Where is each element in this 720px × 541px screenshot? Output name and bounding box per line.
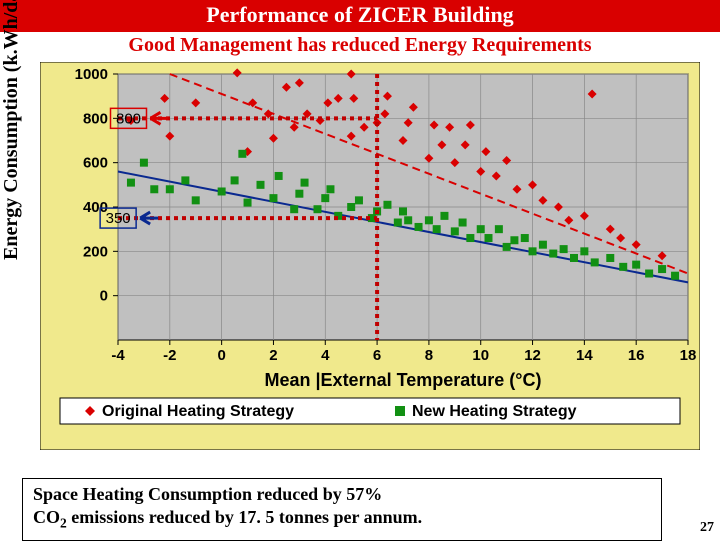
svg-text:-4: -4 (111, 347, 125, 364)
svg-text:-2: -2 (163, 347, 176, 364)
svg-text:10: 10 (472, 347, 489, 364)
svg-text:350: 350 (106, 210, 131, 227)
chart-svg: -4-2024681012141618020040060080010008003… (40, 62, 700, 450)
svg-text:New Heating Strategy: New Heating Strategy (412, 403, 577, 420)
svg-text:200: 200 (83, 243, 108, 260)
svg-text:4: 4 (321, 347, 330, 364)
svg-text:14: 14 (576, 347, 593, 364)
svg-text:6: 6 (373, 347, 381, 364)
page-subtitle: Good Management has reduced Energy Requi… (0, 32, 720, 61)
svg-text:16: 16 (628, 347, 645, 364)
svg-text:800: 800 (116, 110, 141, 127)
svg-text:600: 600 (83, 155, 108, 172)
svg-text:8: 8 (425, 347, 433, 364)
svg-text:Mean |External Temperature (°C: Mean |External Temperature (°C) (265, 370, 542, 390)
svg-text:18: 18 (680, 347, 697, 364)
svg-text:2: 2 (269, 347, 277, 364)
svg-text:Original Heating Strategy: Original Heating Strategy (102, 403, 294, 420)
svg-text:12: 12 (524, 347, 541, 364)
svg-text:0: 0 (217, 347, 225, 364)
results-line-2: CO2 emissions reduced by 17. 5 tonnes pe… (33, 506, 651, 532)
results-line-1: Space Heating Consumption reduced by 57% (33, 483, 651, 506)
page-title: Performance of ZICER Building (0, 0, 720, 32)
svg-text:800: 800 (83, 110, 108, 127)
y-axis-label: Energy Consumption (k.Wh/day (0, 0, 23, 260)
svg-text:0: 0 (100, 288, 108, 305)
page-number: 27 (700, 520, 714, 536)
svg-text:1000: 1000 (75, 66, 108, 83)
scatter-chart: -4-2024681012141618020040060080010008003… (40, 62, 700, 450)
results-box: Space Heating Consumption reduced by 57%… (22, 478, 662, 541)
